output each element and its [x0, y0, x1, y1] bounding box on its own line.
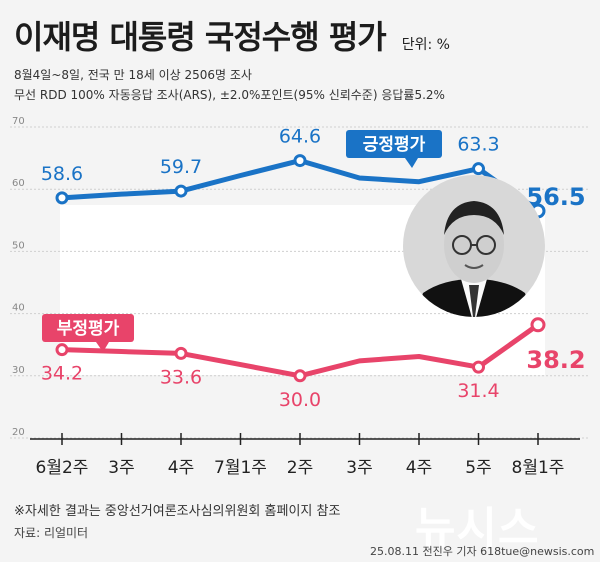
data-point [472, 162, 485, 176]
data-point [293, 154, 307, 168]
data-label: 63.3 [457, 134, 499, 156]
chart-title: 이재명 대통령 국정수행 평가 [14, 18, 387, 56]
data-label: 58.6 [41, 163, 83, 185]
source-label: 자료: 리얼미터 [14, 526, 89, 540]
data-label: 59.7 [160, 156, 202, 178]
x-tick-label: 5주 [465, 458, 491, 478]
legend-callout-positive [346, 130, 442, 158]
data-label: 31.4 [457, 380, 499, 402]
x-tick-label: 7월1주 [214, 458, 267, 478]
legend-callout-pointer [405, 158, 418, 168]
data-label: 38.2 [526, 346, 585, 374]
legend-label-negative: 부정평가 [57, 319, 120, 339]
y-tick-label: 40 [12, 303, 25, 314]
y-tick-label: 30 [12, 365, 25, 376]
title-area: 이재명 대통령 국정수행 평가 단위: % [14, 12, 450, 58]
survey-method: 무선 RDD 100% 자동응답 조사(ARS), ±2.0%포인트(95% 신… [14, 88, 445, 102]
y-tick-label: 50 [12, 240, 25, 251]
y-tick-label: 20 [12, 427, 25, 438]
survey-period: 8월4일~8일, 전국 만 18세 이상 2506명 조사 [14, 68, 252, 82]
footnote: ※자세한 결과는 중앙선거여론조사심의위원회 홈페이지 참조 [14, 504, 341, 519]
x-tick-label: 4주 [168, 458, 194, 478]
y-tick-label: 70 [12, 116, 25, 127]
legend-callout-pointer [96, 342, 109, 352]
brand-watermark: 뉴시스 [415, 503, 540, 554]
x-tick-label: 6월2주 [36, 458, 89, 478]
data-point [55, 191, 69, 205]
x-tick-label: 3주 [346, 458, 372, 478]
legend-callout-negative [42, 314, 134, 342]
president-portrait [403, 175, 545, 325]
x-tick-label: 3주 [108, 458, 134, 478]
data-label: 30.0 [279, 389, 321, 411]
data-point [293, 369, 307, 383]
data-point [55, 343, 69, 357]
data-point [530, 317, 546, 333]
y-tick-label: 60 [12, 178, 25, 189]
data-label: 33.6 [160, 366, 202, 388]
legend-label-positive: 긍정평가 [363, 135, 426, 155]
x-tick-label: 8월1주 [512, 458, 565, 478]
credit-line: 25.08.11 전진우 기자 618tue@newsis.com [370, 545, 595, 558]
data-label: 64.6 [279, 126, 321, 148]
x-tick-label: 4주 [406, 458, 432, 478]
unit-label: 단위: % [401, 37, 450, 53]
data-point [472, 360, 485, 374]
x-tick-label: 2주 [287, 458, 313, 478]
data-point [174, 184, 188, 198]
data-label: 56.5 [526, 183, 585, 211]
data-label: 34.2 [41, 363, 83, 385]
data-point [174, 346, 188, 360]
